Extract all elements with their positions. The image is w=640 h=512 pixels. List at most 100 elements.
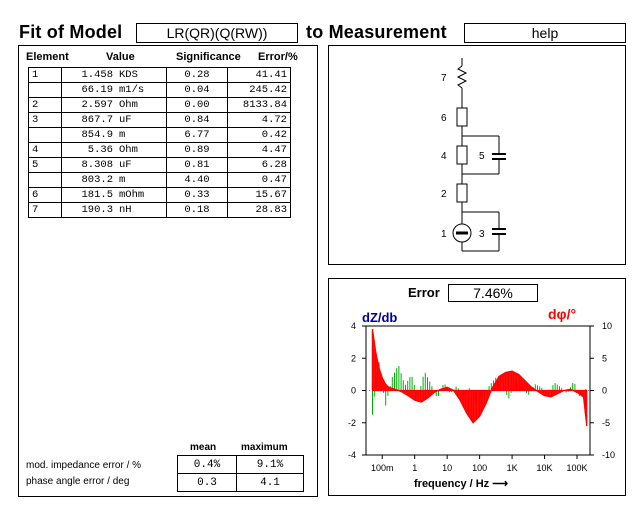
chart-plot: [371, 329, 588, 427]
table-row: 4 5.36 Ohm 0.89 4.47: [28, 142, 291, 158]
impedance-mean: 0.4%: [177, 455, 237, 474]
cell-error: 28.83: [227, 202, 291, 218]
col-significance: Significance: [176, 51, 241, 63]
cell-value-unit: Ohm: [116, 142, 167, 158]
x-tick-label: 10K: [537, 463, 553, 473]
table-row: 803.2 m 4.40 0.47: [28, 172, 291, 188]
left-tick-label: -2: [348, 418, 356, 428]
cell-element: [28, 127, 62, 143]
cell-value-number: 8.308: [61, 157, 116, 173]
error-panel: [328, 278, 626, 496]
cell-value-number: 867.7: [61, 112, 116, 128]
cell-value-unit: uF: [116, 157, 167, 173]
phase-mean: 0.3: [177, 473, 237, 492]
circuit-label: 2: [441, 189, 447, 200]
cell-element: 1: [28, 67, 62, 83]
cell-value-number: 854.9: [61, 127, 116, 143]
cell-error: 41.41: [227, 67, 291, 83]
error-chart: 4 2 0 -2 -4 10 5 0 -5 -10 100m 1 10 100 1K 10K 100K: [348, 321, 615, 473]
circuit-panel: 7 6 4 5 2 1 3: [328, 45, 626, 265]
phase-error-label: phase angle error / deg: [26, 476, 130, 487]
help-button[interactable]: help: [464, 23, 626, 43]
cell-significance: 0.81: [166, 157, 228, 173]
right-tick-label: -10: [602, 450, 615, 460]
cell-significance: 0.89: [166, 142, 228, 158]
cell-significance: 0.04: [166, 82, 228, 98]
impedance-max: 9.1%: [236, 455, 304, 474]
x-axis-label: frequency / Hz ⟶: [414, 477, 508, 490]
summary-table: 0.4% 9.1% 0.3 4.1: [177, 455, 304, 492]
cell-value-number: 2.597: [61, 97, 116, 113]
cell-error: 4.47: [227, 142, 291, 158]
chart-ticks: 4 2 0 -2 -4 10 5 0 -5 -10 100m 1 10 100 1K 10K 100K: [348, 321, 615, 473]
cell-value-number: 5.36: [61, 142, 116, 158]
cell-value-unit: mOhm: [116, 187, 167, 203]
table-row: 5 8.308 uF 0.81 6.28: [28, 157, 291, 173]
cell-value-unit: Ohm: [116, 97, 167, 113]
cell-element: [28, 172, 62, 188]
table-row: 3 867.7 uF 0.84 4.72: [28, 112, 291, 128]
circuit-wires: [452, 58, 500, 252]
model-field[interactable]: LR(QR)(Q(RW)): [136, 23, 298, 43]
cell-value-unit: uF: [116, 112, 167, 128]
circuit-labels: 7 6 4 5 2 1 3: [441, 73, 485, 240]
col-element: Element: [26, 51, 69, 63]
table-row: 854.9 m 6.77 0.42: [28, 127, 291, 143]
cell-element: 2: [28, 97, 62, 113]
cell-element: 7: [28, 202, 62, 218]
right-tick-label: -5: [602, 418, 610, 428]
cell-element: [28, 82, 62, 98]
left-tick-label: 2: [351, 353, 356, 363]
cell-value-number: 1.458: [61, 67, 116, 83]
title-right: to Measurement: [306, 22, 447, 42]
table-row: 66.19 m1/s 0.04 245.42: [28, 82, 291, 98]
cell-value-number: 803.2: [61, 172, 116, 188]
summary-max-header: maximum: [241, 442, 288, 453]
x-tick-label: 1: [412, 463, 417, 473]
col-value: Value: [106, 51, 135, 63]
cell-significance: 6.77: [166, 127, 228, 143]
cell-value-unit: nH: [116, 202, 167, 218]
table-row: 6 181.5 mOhm 0.33 15.67: [28, 187, 291, 203]
x-tick-label: 10: [442, 463, 452, 473]
col-error: Error/%: [258, 51, 298, 63]
table-row: 7 190.3 nH 0.18 28.83: [28, 202, 291, 218]
phase-max: 4.1: [236, 473, 304, 492]
capacitor-symbols: [492, 153, 506, 235]
circuit-label: 6: [441, 113, 447, 124]
circuit-diagram: 7 6 4 5 2 1 3: [441, 58, 506, 252]
cell-significance: 0.18: [166, 202, 228, 218]
impedance-error-label: mod. impedance error / %: [26, 460, 142, 471]
title-left: Fit of Model: [19, 22, 123, 42]
cell-significance: 0.28: [166, 67, 228, 83]
table-row: 1 1.458 KDS 0.28 41.41: [28, 67, 291, 83]
results-panel: [18, 45, 318, 497]
cell-element: 6: [28, 187, 62, 203]
cell-significance: 0.33: [166, 187, 228, 203]
cell-value-unit: m: [116, 127, 167, 143]
error-label: Error: [408, 285, 440, 300]
element-table: 1 1.458 KDS 0.28 41.41 66.19 m1/s 0.04 245.42 2 2.…: [28, 67, 291, 218]
right-axis-label: dφ/°: [548, 306, 577, 322]
cell-significance: 0.84: [166, 112, 228, 128]
circuit-label: 3: [479, 229, 485, 240]
cell-value-number: 181.5: [61, 187, 116, 203]
cell-error: 15.67: [227, 187, 291, 203]
cell-value-number: 190.3: [61, 202, 116, 218]
circuit-label: 4: [441, 151, 447, 162]
cell-element: 5: [28, 157, 62, 173]
x-axis-label-text: frequency / Hz: [414, 478, 490, 490]
x-tick-label: 100m: [371, 463, 394, 473]
cell-element: 4: [28, 142, 62, 158]
x-tick-label: 100K: [566, 463, 587, 473]
right-tick-label: 5: [602, 353, 607, 363]
left-tick-label: -4: [348, 450, 356, 460]
cell-error: 4.72: [227, 112, 291, 128]
error-value: 7.46%: [448, 284, 538, 302]
cell-error: 6.28: [227, 157, 291, 173]
cell-value-unit: m: [116, 172, 167, 188]
arrow-right-icon: ⟶: [492, 478, 509, 490]
circuit-label: 1: [441, 229, 447, 240]
x-tick-label: 1K: [507, 463, 518, 473]
right-tick-label: 10: [602, 321, 612, 331]
